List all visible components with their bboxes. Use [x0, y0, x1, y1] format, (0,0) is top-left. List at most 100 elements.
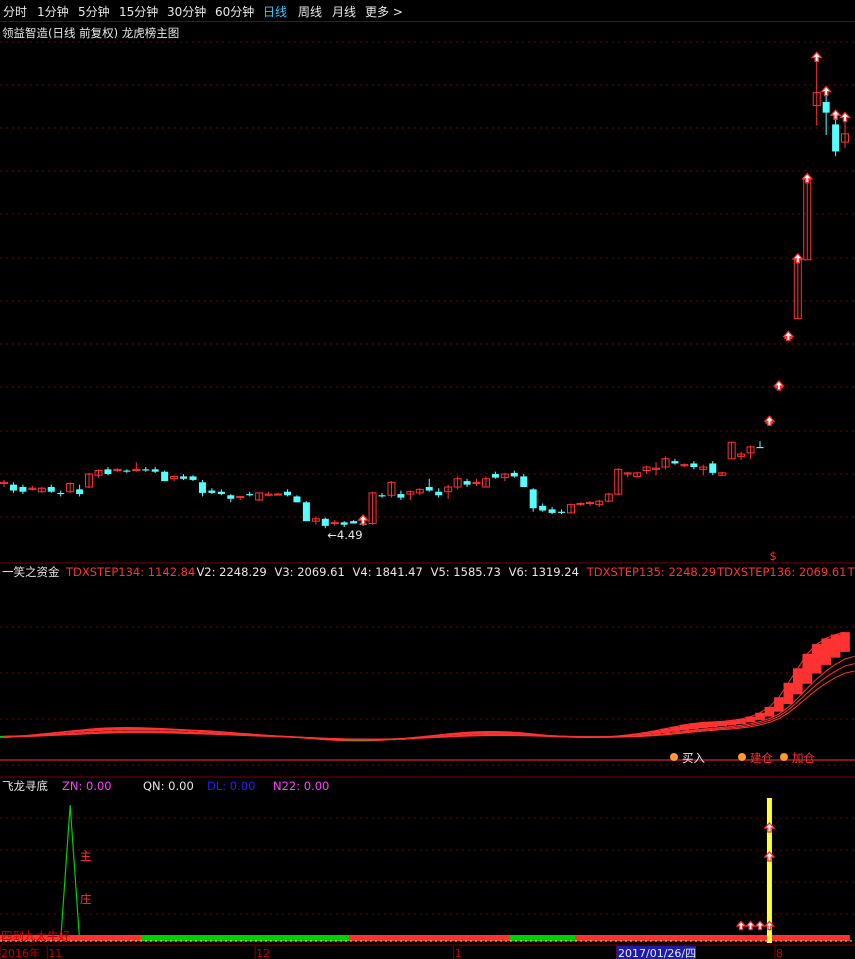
candle-body-49: [463, 481, 471, 485]
candle-body-8: [76, 489, 84, 495]
candle-body-7: [66, 482, 75, 493]
candle-body-9: [85, 473, 94, 488]
fly-band-59: [556, 935, 567, 941]
fund-band-9: [84, 729, 94, 732]
fund-band-47: [443, 733, 453, 736]
fund-band-22: [207, 731, 217, 733]
candle-body-33: [311, 518, 320, 522]
fund-band-72: [679, 724, 690, 731]
candle-body-3: [28, 487, 37, 490]
fly-band-5: [46, 935, 57, 941]
fund-band-78: [736, 718, 746, 725]
fund-legend-2: V3: 2069.61: [275, 565, 345, 579]
toolbar-item-9[interactable]: 更多 >: [365, 5, 403, 19]
candle-body-22: [208, 490, 216, 493]
fly-band-44: [415, 935, 425, 941]
candle-body-52: [491, 474, 499, 478]
fund-band-75: [707, 721, 718, 728]
candle-body-57: [539, 505, 547, 511]
fly-up-arrow-3: [763, 920, 775, 931]
fly-band-17: [159, 935, 170, 941]
candle-body-42: [397, 494, 405, 498]
fund-band-88: [830, 634, 841, 658]
fund-band-49: [462, 732, 472, 735]
candle-body-67: [633, 472, 642, 477]
toolbar-item-2[interactable]: 5分钟: [78, 5, 110, 19]
candle-body-65: [614, 468, 623, 495]
fly-band-9: [84, 935, 94, 941]
main-up-arrow-5: [801, 172, 814, 184]
candle-body-24: [227, 495, 235, 499]
fly-band-57: [537, 935, 548, 941]
candle-body-80: [756, 446, 764, 449]
fly-band-27: [254, 935, 264, 941]
candle-body-61: [576, 502, 585, 506]
candle-body-18: [170, 475, 179, 480]
candle-body-73: [690, 463, 698, 467]
candle-body-37: [350, 521, 358, 524]
candle-body-51: [481, 478, 490, 488]
fund-band-48: [452, 732, 463, 736]
x-tick-1: 11: [48, 947, 62, 959]
candle-body-10: [94, 470, 103, 476]
fly-band-45: [424, 935, 435, 941]
x-tick-4: 2017/01/26/四: [618, 947, 696, 959]
fly-band-72: [679, 935, 690, 941]
candle-body-20: [189, 476, 197, 480]
toolbar-item-1[interactable]: 1分钟: [37, 5, 69, 19]
fly-band-52: [490, 935, 501, 941]
toolbar-item-5[interactable]: 60分钟: [215, 5, 255, 19]
fund-band-81: [764, 706, 775, 717]
fund-ma-3: [3, 670, 855, 740]
fly-band-31: [292, 935, 302, 941]
candle-body-39: [368, 492, 377, 525]
candle-body-44: [415, 488, 424, 494]
fund-band-11: [103, 727, 113, 731]
fund-line-fast: [3, 631, 846, 742]
fund-band-18: [169, 729, 179, 731]
fly-band-87: [821, 935, 831, 941]
candle-body-5: [47, 487, 55, 492]
fly-band-20: [188, 935, 198, 941]
fund-band-19: [178, 729, 189, 732]
main-up-arrow-7: [820, 85, 833, 97]
fly-legend-3: N22: 0.00: [273, 779, 329, 793]
fly-band-29: [273, 935, 283, 941]
fund-band-8: [74, 730, 85, 733]
fly-band-82: [774, 935, 784, 941]
low-price-annotation: ←4.49: [327, 528, 362, 542]
fund-band-38: [358, 738, 368, 741]
candle-body-30: [284, 491, 291, 496]
toolbar-item-8[interactable]: 月线: [332, 5, 357, 19]
candle-body-14: [132, 468, 141, 472]
toolbar-item-7[interactable]: 周线: [298, 5, 323, 19]
toolbar-item-3[interactable]: 15分钟: [119, 5, 159, 19]
fund-band-24: [226, 732, 236, 734]
fund-band-37: [348, 738, 359, 741]
toolbar-item-4[interactable]: 30分钟: [167, 5, 207, 19]
fly-band-30: [282, 935, 293, 941]
fund-band-82: [774, 697, 784, 712]
candle-body-60: [567, 504, 575, 514]
fly-band-68: [641, 935, 652, 941]
fly-band-62: [585, 935, 595, 941]
fund-band-89: [840, 632, 850, 652]
fly-band-3: [27, 935, 38, 941]
toolbar-item-6[interactable]: 日线: [263, 5, 288, 19]
fly-band-75: [707, 935, 718, 941]
fly-band-54: [509, 935, 520, 941]
fund-signal-label-0: 买入: [682, 751, 705, 765]
fly-up-arrow-0: [735, 920, 747, 931]
fly-band-89: [840, 935, 850, 941]
fund-legend-6: TDXSTEP135: 2248.29: [586, 565, 716, 579]
candle-body-19: [180, 476, 188, 479]
candle-body-12: [113, 468, 122, 472]
candle-body-48: [453, 478, 462, 488]
fly-band-24: [226, 935, 236, 941]
fund-band-71: [670, 726, 680, 732]
fly-band-36: [339, 935, 349, 941]
fly-band-83: [783, 935, 794, 941]
toolbar-item-0[interactable]: 分时: [3, 5, 28, 19]
fund-band-50: [471, 731, 482, 735]
candle-body-29: [274, 493, 283, 496]
